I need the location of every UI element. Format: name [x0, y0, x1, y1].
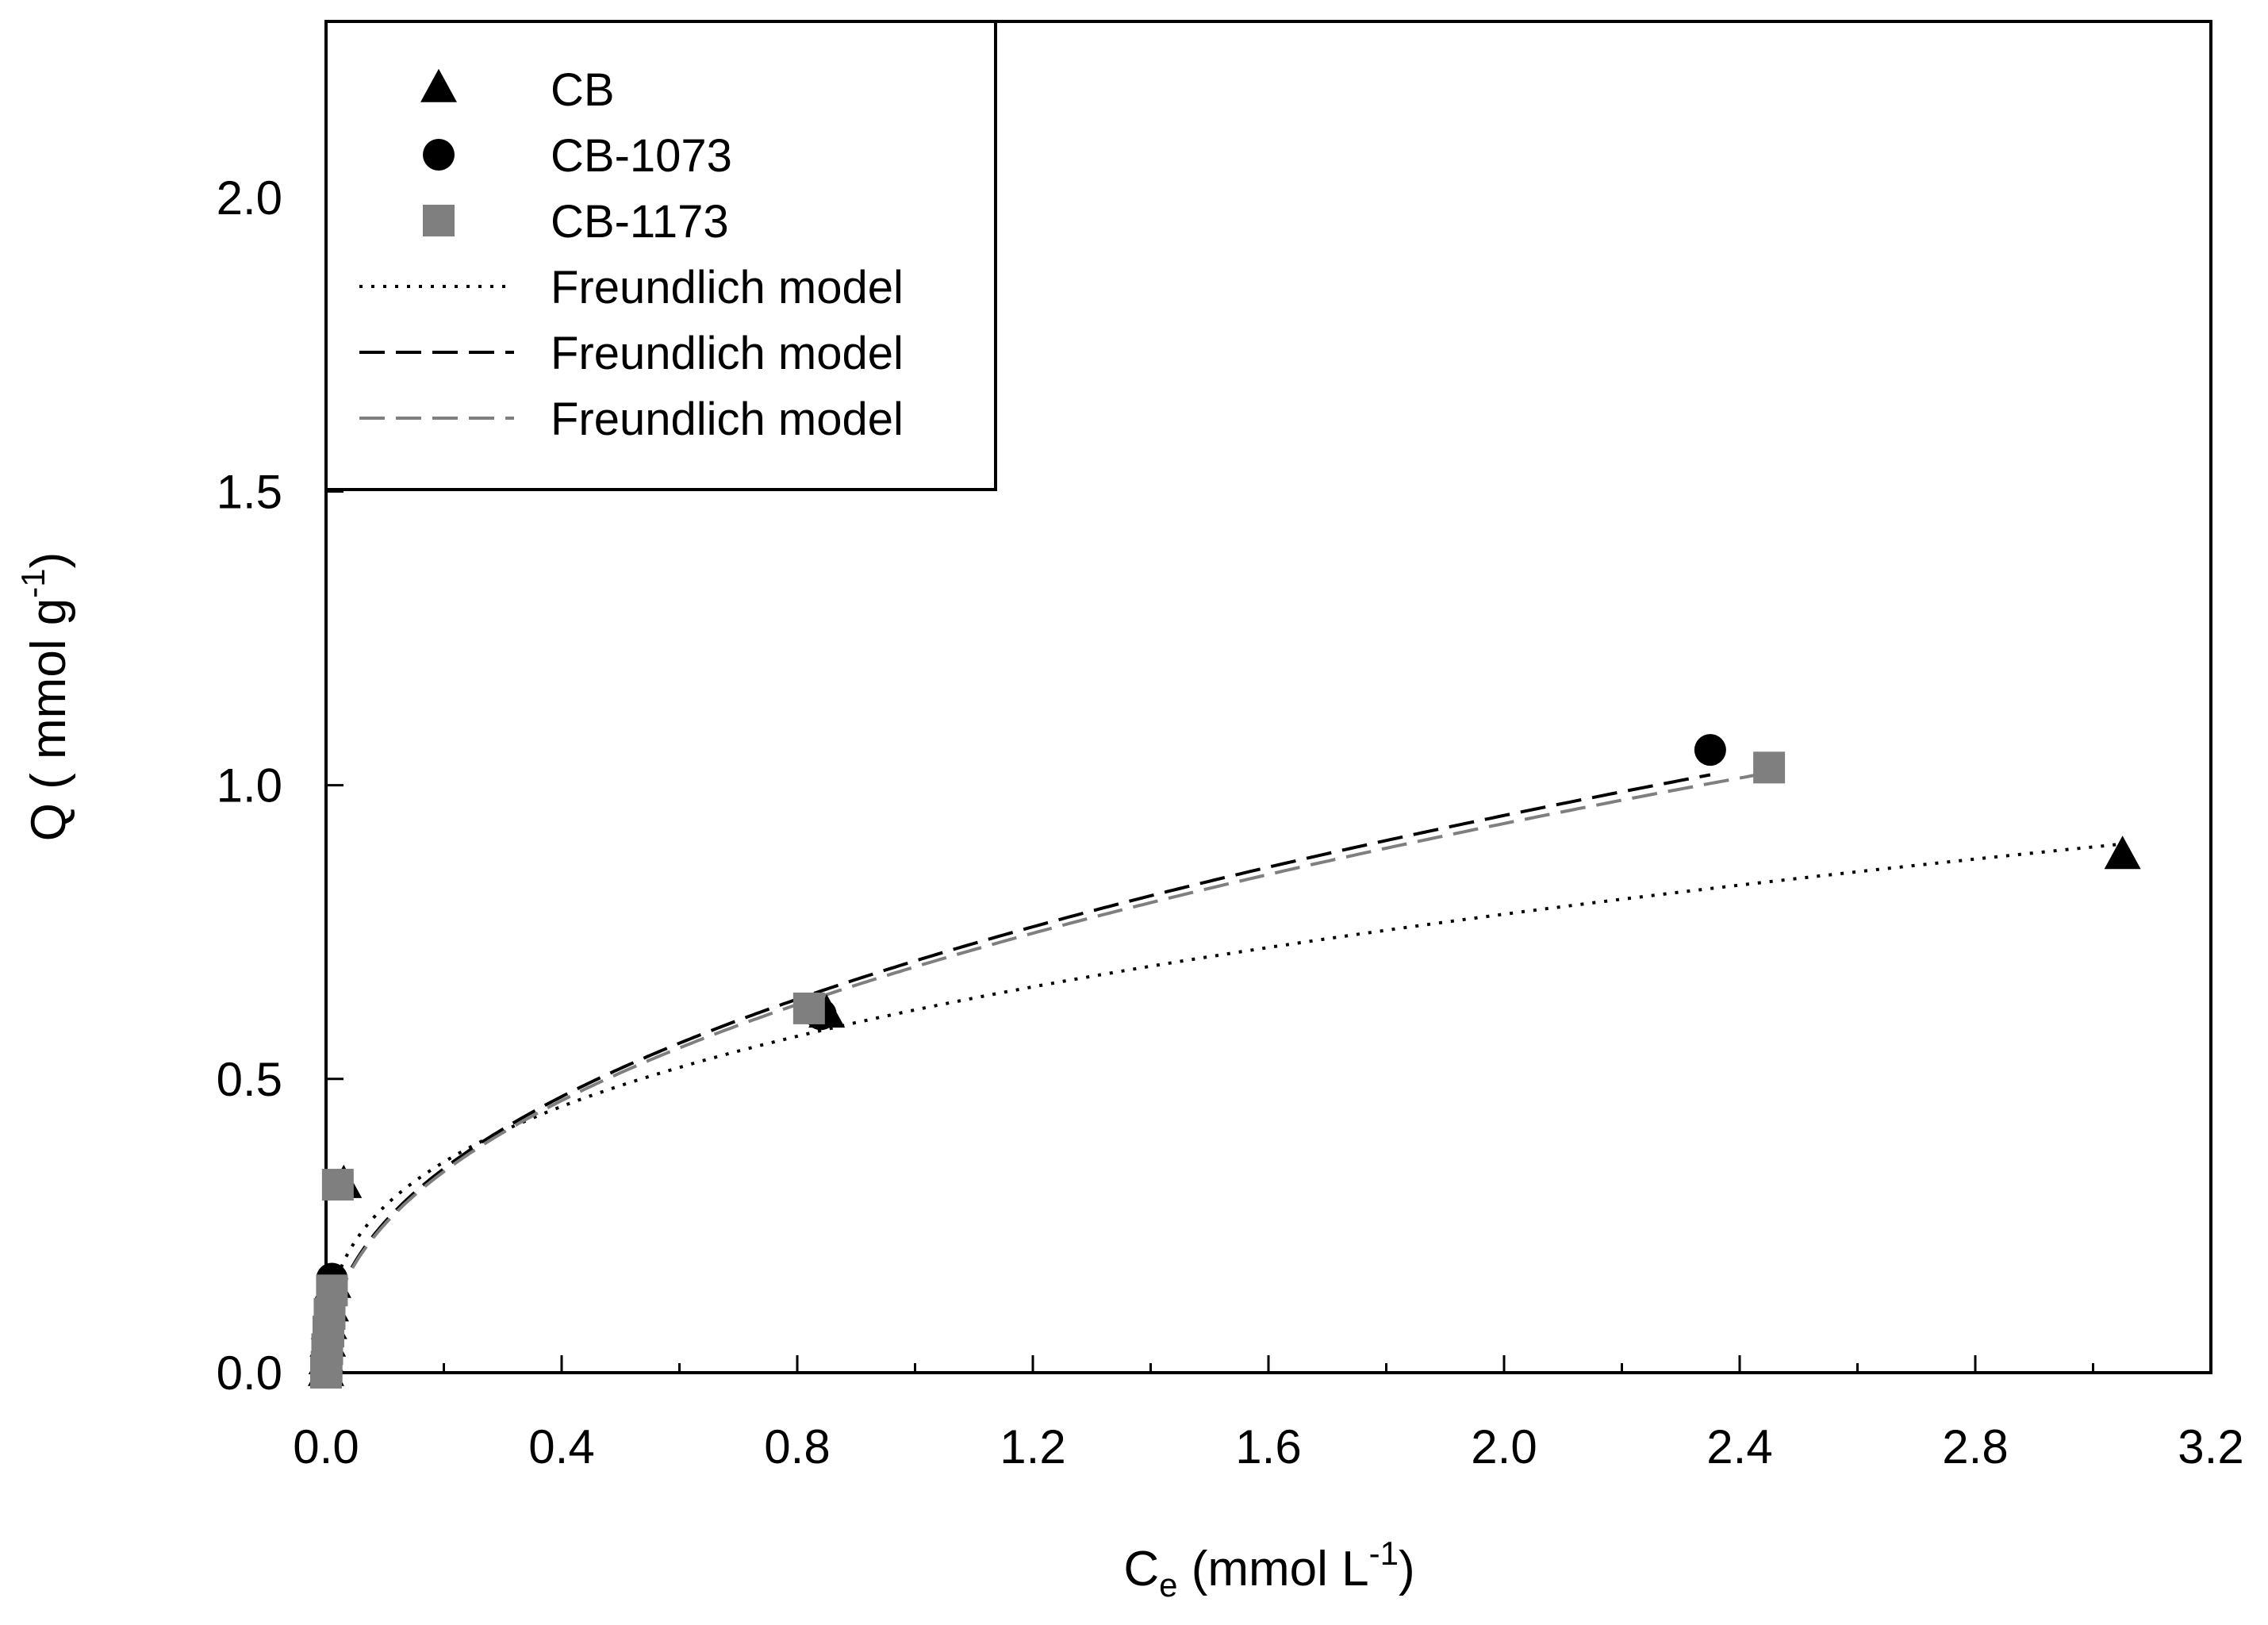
- y-tick-label: 2.0: [217, 171, 282, 225]
- x-axis-ticks: 0.0 0.4 0.8 1.2 1.6 2.0 2.4 2.8 3.2: [293, 1355, 2244, 1473]
- data-point-cb-1073: [1694, 734, 1726, 766]
- model-curve-3: [324, 770, 1770, 1373]
- legend-label: Freundlich model: [551, 394, 904, 445]
- legend-label: CB-1173: [551, 196, 729, 248]
- x-axis-title-main: C: [1123, 1542, 1159, 1596]
- y-axis-title-main: Q ( mmol g: [21, 598, 76, 842]
- legend-label: Freundlich model: [551, 262, 904, 313]
- x-axis-title: Ce (mmol L-1): [1123, 1535, 1414, 1604]
- y-tick-label: 0.5: [217, 1053, 282, 1106]
- x-tick-label: 1.2: [1000, 1420, 1065, 1473]
- x-axis-title-superscript: -1: [1369, 1535, 1399, 1572]
- data-point-cb: [2104, 836, 2141, 870]
- y-tick-label: 1.5: [217, 465, 282, 518]
- legend: CB CB-1073 CB-1173 Freundlich model Freundli…: [324, 20, 997, 491]
- x-axis-title-unit: (mmol L: [1177, 1542, 1368, 1596]
- model-curve-1: [324, 842, 2123, 1373]
- x-tick-label: 0.0: [293, 1420, 359, 1473]
- data-point-cb-1173: [316, 1274, 348, 1307]
- y-tick-label: 1.0: [217, 759, 282, 812]
- x-tick-label: 2.4: [1706, 1420, 1772, 1473]
- legend-marker-triangle: [420, 68, 457, 102]
- x-tick-label: 0.4: [528, 1420, 594, 1473]
- x-tick-label: 0.8: [764, 1420, 830, 1473]
- y-axis-title-close: ): [21, 552, 76, 569]
- y-tick-label: 0.0: [217, 1346, 282, 1400]
- x-tick-label: 2.0: [1471, 1420, 1537, 1473]
- x-axis-title-close: ): [1399, 1542, 1415, 1596]
- data-points: [308, 734, 2141, 1389]
- x-axis-title-subscript: e: [1159, 1566, 1177, 1604]
- legend-label: Freundlich model: [551, 328, 904, 379]
- legend-label: CB: [551, 64, 615, 116]
- data-point-cb-1173: [1753, 751, 1786, 784]
- legend-marker-circle: [423, 139, 455, 171]
- x-tick-label: 1.6: [1235, 1420, 1301, 1473]
- y-axis-ticks: 0.0 0.5 1.0 1.5 2.0: [217, 171, 343, 1400]
- legend-label: CB-1073: [551, 130, 732, 182]
- data-point-cb-1173: [792, 992, 825, 1024]
- data-point-cb-1173: [321, 1169, 354, 1201]
- legend-marker-square: [423, 205, 455, 236]
- y-axis-title: Q ( mmol g-1): [14, 552, 76, 842]
- x-tick-label: 2.8: [1942, 1420, 2008, 1473]
- model-curves: [324, 770, 2123, 1373]
- x-tick-label: 3.2: [2178, 1420, 2243, 1473]
- y-axis-title-superscript: -1: [14, 568, 52, 597]
